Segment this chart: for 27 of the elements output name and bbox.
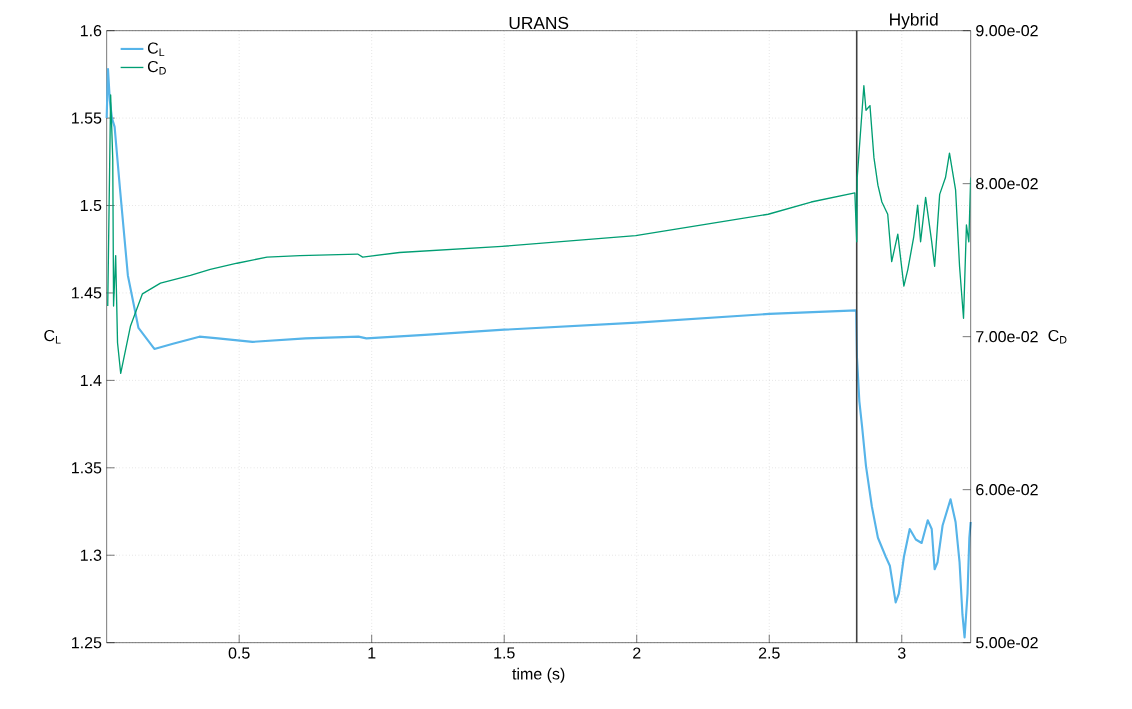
legend-label: C$_{L}$ [147, 42, 165, 56]
x-tick-label: 1.5 [494, 647, 515, 659]
y-tick-label: 1.5 [80, 199, 102, 211]
y-tick-label: 1.45 [72, 287, 102, 299]
y2-tick-label: 6.00e-02 [976, 483, 1038, 496]
x-tick-label: 0.5 [228, 647, 250, 659]
x-tick-label: 2 [633, 647, 641, 659]
y-tick-label: 1.6 [80, 24, 102, 37]
line-series [107, 84, 971, 374]
text: URANS [509, 16, 569, 29]
legend-label: C$_{D}$ [147, 60, 166, 75]
y2-axis-title: C$_{D}$ [1048, 329, 1067, 344]
x-tick-label: 2.5 [758, 647, 780, 659]
x-axis-title: time (s) [512, 667, 565, 683]
y-tick-label: 1.4 [80, 374, 102, 386]
y-tick-label: 1.25 [72, 636, 102, 649]
x-tick-label: 3 [897, 647, 906, 659]
y-tick-label: 1.35 [72, 461, 102, 474]
y2-tick-label: 5.00e-02 [976, 636, 1038, 649]
y-tick-label: 1.3 [80, 549, 102, 561]
y2-tick-label: 9.00e-02 [976, 24, 1038, 37]
x-tick-label: 1 [368, 647, 376, 659]
y-axis-title: C$_{L}$ [44, 329, 61, 344]
text: Hybrid [890, 12, 938, 29]
y-tick-label: 1.55 [72, 112, 102, 124]
y2-tick-label: 8.00e-02 [976, 177, 1038, 190]
y2-tick-label: 7.00e-02 [976, 330, 1038, 343]
